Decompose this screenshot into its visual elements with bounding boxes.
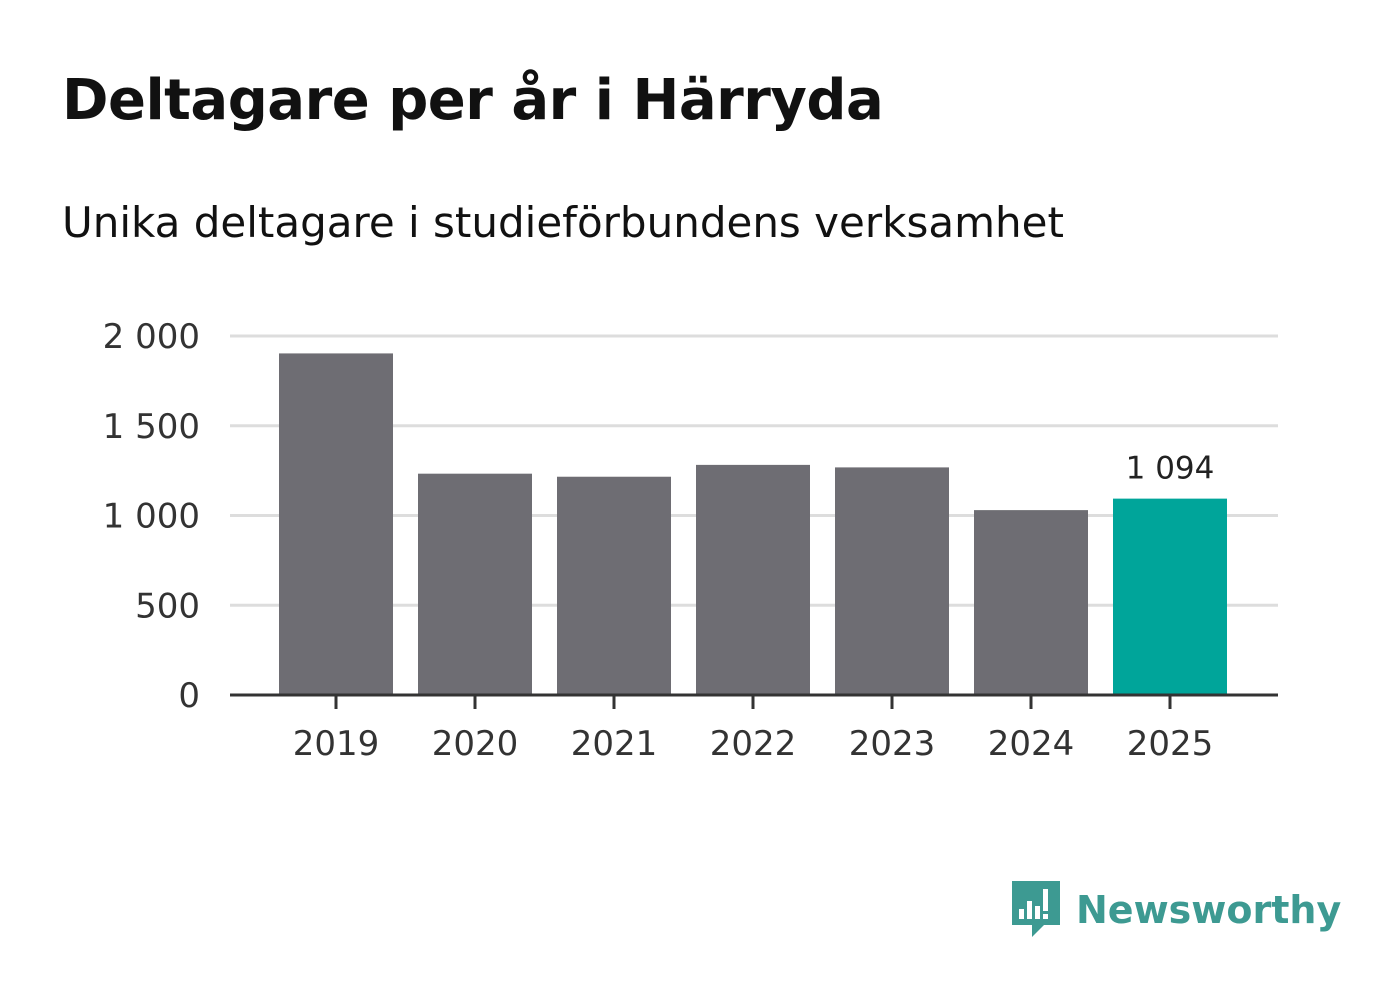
newsworthy-logo-icon [1012,881,1060,937]
x-tick-label-2021: 2021 [571,724,658,764]
x-tick-label-2019: 2019 [293,724,380,764]
y-tick-label-1500: 1 500 [103,407,200,447]
brand-name: Newsworthy [1076,888,1342,932]
x-tick-label-2022: 2022 [710,724,797,764]
data-label-2025: 1 094 [1126,451,1215,487]
brand-logo: Newsworthy [1010,878,1341,942]
y-tick-label-2000: 2 000 [103,317,200,357]
x-tick-label-2025: 2025 [1127,724,1214,764]
x-tick-label-2023: 2023 [849,724,936,764]
bar-2023 [835,467,949,695]
data-labels: 1 094 [1126,451,1215,487]
bar-2021 [557,476,671,695]
bars [279,353,1227,695]
bar-2019 [279,353,393,695]
chart-subtitle: Unika deltagare i studieförbundens verks… [62,198,1064,247]
y-axis-ticks: 0 500 1 000 1 500 2 000 [103,317,200,716]
x-tick-label-2020: 2020 [432,724,519,764]
bar-2024 [974,510,1088,695]
y-tick-label-500: 500 [135,586,200,626]
bar-2020 [418,473,532,695]
y-tick-label-1000: 1 000 [103,497,200,537]
y-tick-label-0: 0 [178,676,200,716]
bar-2025 [1113,498,1227,695]
x-axis: 2019 2020 2021 2022 2023 2024 2025 [230,693,1278,764]
chart-title: Deltagare per år i Härryda [62,68,884,133]
x-tick-label-2024: 2024 [988,724,1075,764]
bar-2022 [696,464,810,695]
